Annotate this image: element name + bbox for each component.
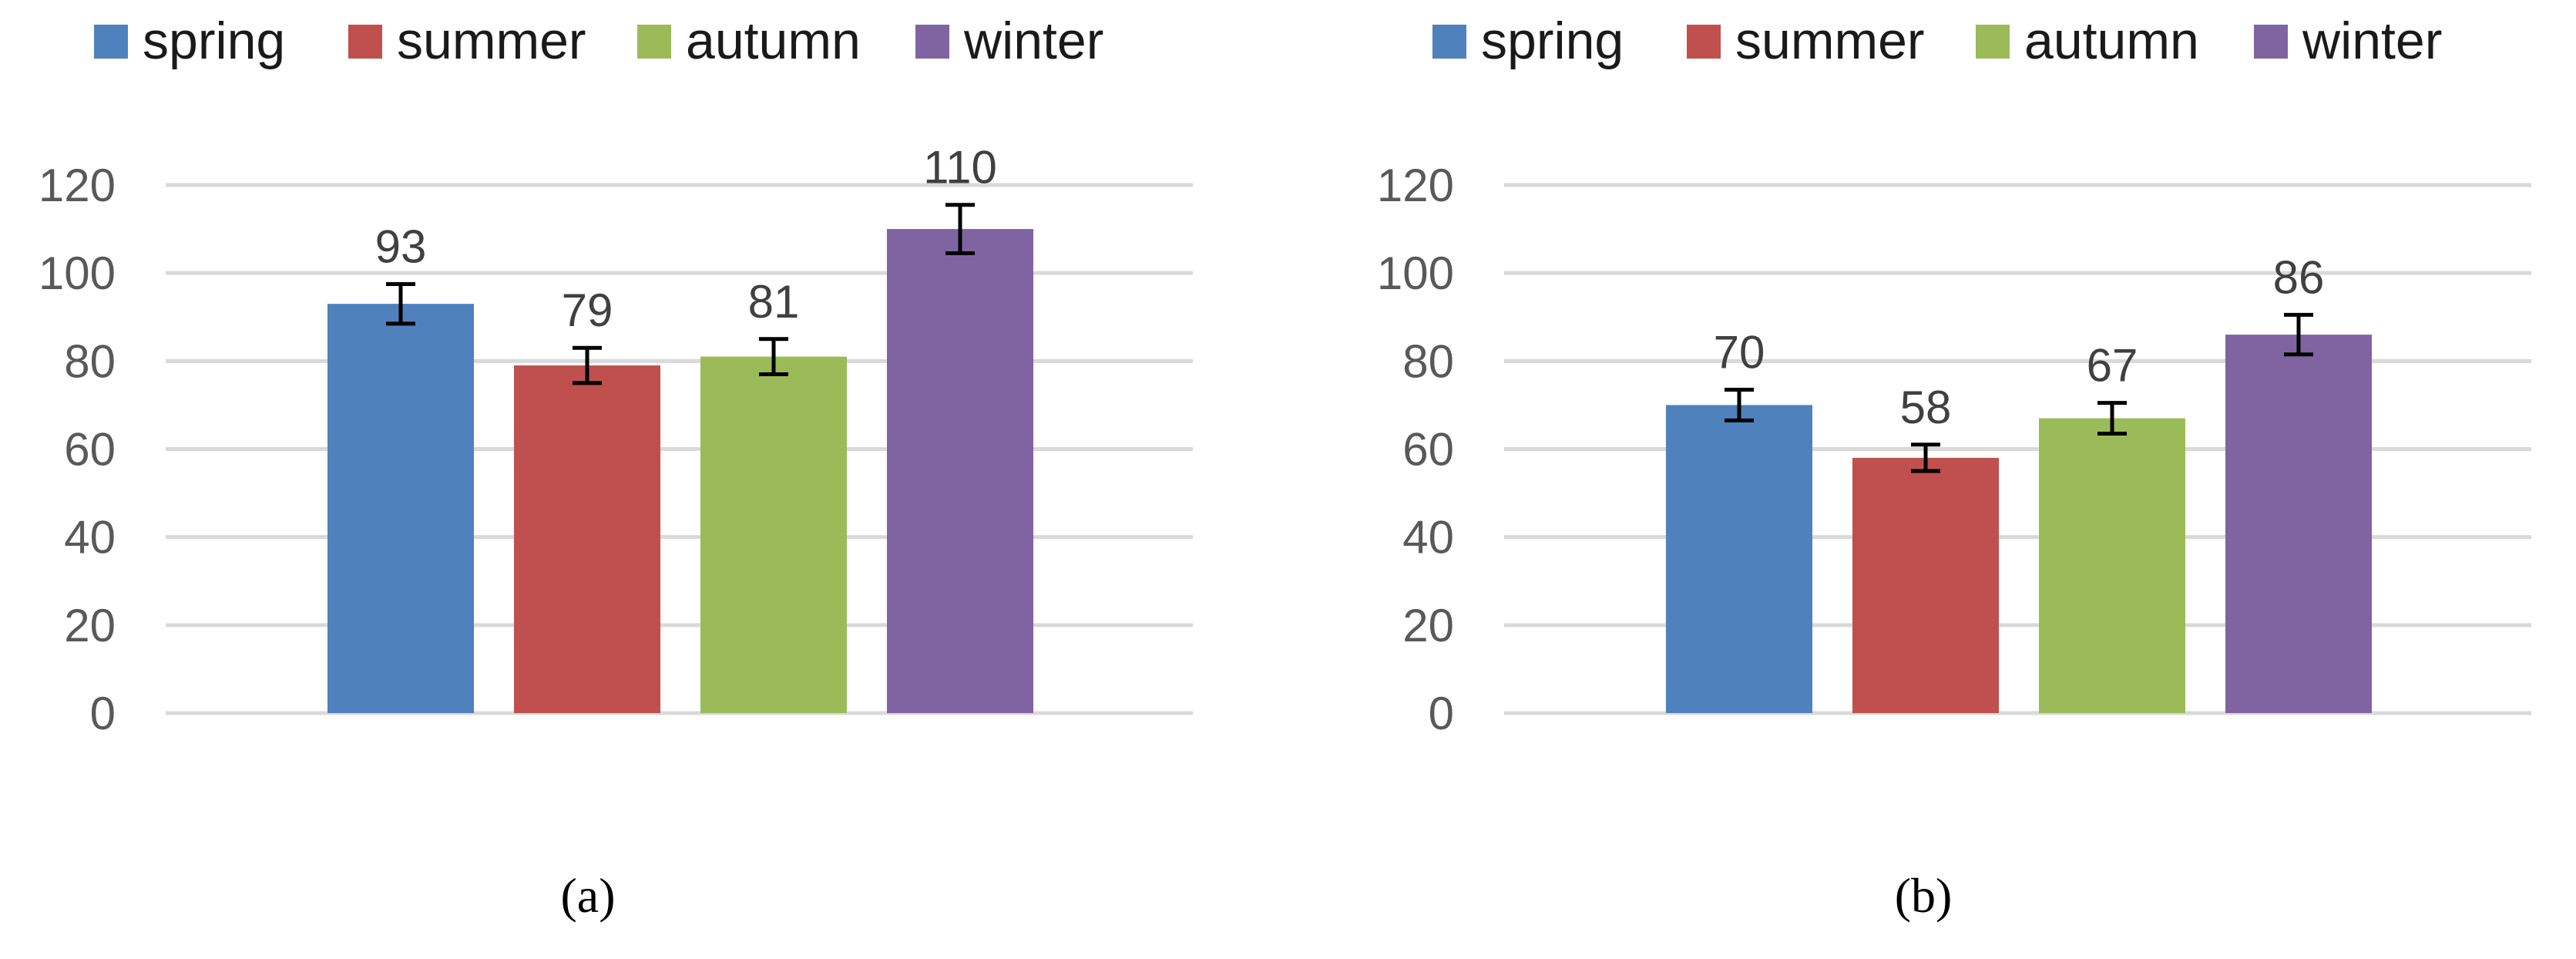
- y-tick-label: 80: [64, 335, 116, 387]
- y-tick-label: 100: [1377, 247, 1454, 299]
- caption-b: (b): [1894, 868, 1953, 923]
- y-tick-label: 120: [39, 160, 116, 211]
- legend-swatch-autumn: [1976, 25, 2010, 59]
- legend-swatch-winter: [915, 25, 949, 59]
- data-label-autumn: 81: [748, 276, 800, 328]
- data-label-winter: 86: [2273, 251, 2325, 303]
- bar-chart-b: 0 20 40 60 80 100 120 70 58 67 86 spring summer autum…: [1377, 12, 2531, 739]
- bar-winter: [2225, 335, 2372, 713]
- data-label-summer: 79: [562, 284, 613, 336]
- y-tick-label: 0: [90, 688, 116, 739]
- bar-winter: [887, 229, 1033, 713]
- y-tick-label: 100: [39, 247, 116, 299]
- y-tick-label: 20: [1402, 600, 1454, 651]
- bar-autumn: [2039, 418, 2185, 713]
- y-tick-label: 40: [1402, 512, 1454, 564]
- chart-panel-b: 0 20 40 60 80 100 120 70 58 67 86 spring summer autum…: [1338, 0, 2576, 959]
- caption-a: (a): [560, 868, 616, 923]
- legend-swatch-spring: [94, 25, 128, 59]
- legend-swatch-summer: [1687, 25, 1721, 59]
- legend-label-autumn: autumn: [686, 12, 861, 70]
- bar-autumn: [700, 356, 847, 713]
- bar-spring: [1666, 405, 1812, 713]
- legend-swatch-summer: [348, 25, 382, 59]
- data-label-winter: 110: [923, 142, 997, 193]
- y-tick-label: 0: [1429, 688, 1454, 739]
- bar-chart-a: 0 20 40 60 80 100 120 93 79 81 110 spring summer autu…: [39, 12, 1193, 739]
- legend-label-summer: summer: [397, 12, 586, 70]
- y-tick-label: 120: [1377, 160, 1454, 211]
- legend-swatch-spring: [1432, 25, 1466, 59]
- legend-swatch-winter: [2254, 25, 2288, 59]
- legend-label-winter: winter: [2302, 12, 2442, 70]
- legend-label-spring: spring: [1481, 12, 1624, 70]
- legend-label-spring: spring: [143, 12, 285, 70]
- y-tick-label: 40: [64, 512, 116, 564]
- bar-summer: [1852, 457, 1999, 713]
- legend-label-summer: summer: [1735, 12, 1925, 70]
- bar-summer: [514, 365, 660, 713]
- data-label-spring: 93: [375, 220, 427, 272]
- y-tick-label: 60: [1402, 424, 1454, 476]
- y-tick-label: 80: [1402, 335, 1454, 387]
- legend-label-autumn: autumn: [2024, 12, 2199, 70]
- legend-label-winter: winter: [963, 12, 1103, 70]
- y-tick-label: 20: [64, 600, 116, 651]
- data-label-summer: 58: [1900, 382, 1952, 433]
- legend-swatch-autumn: [637, 25, 671, 59]
- y-tick-label: 60: [64, 424, 116, 476]
- data-label-spring: 70: [1714, 326, 1765, 378]
- data-label-autumn: 67: [2087, 340, 2138, 392]
- bar-spring: [327, 304, 474, 713]
- chart-panel-a: 0 20 40 60 80 100 120 93 79 81 110 spring summer autu…: [0, 0, 1264, 959]
